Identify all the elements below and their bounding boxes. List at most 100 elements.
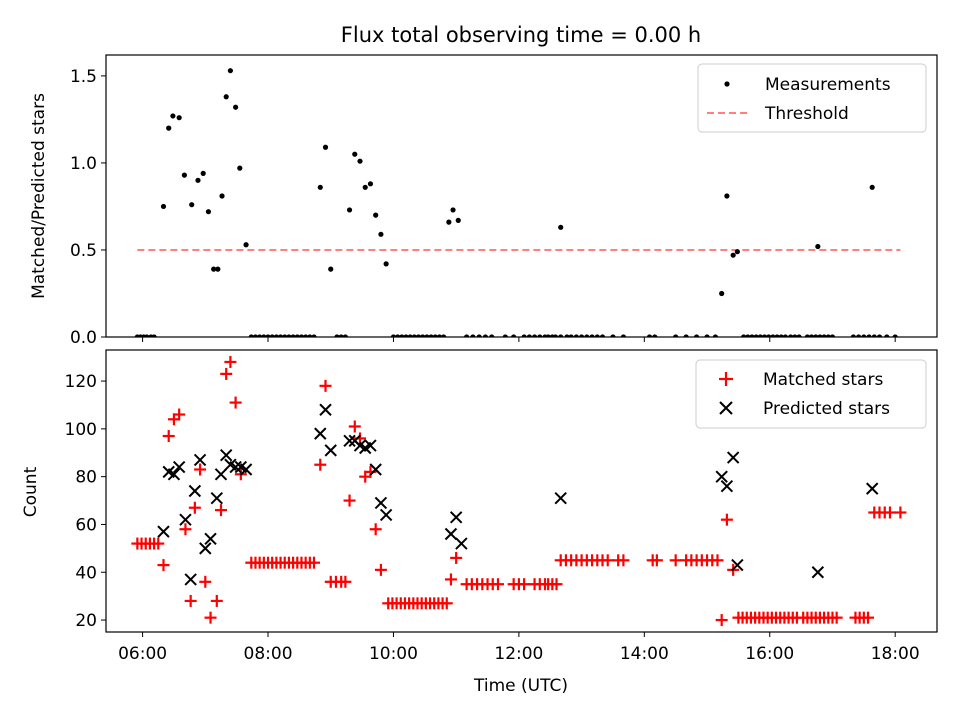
predicted-star-point (865, 482, 879, 495)
predicted-legend-label: Predicted stars (763, 399, 890, 419)
measurement-point (856, 334, 862, 337)
measurement-point (436, 334, 443, 337)
predicted-star-point (184, 573, 197, 586)
measurement-point (564, 334, 570, 337)
measurement-point (441, 334, 447, 337)
figure-title: Flux total observing time = 0.00 h (341, 23, 701, 47)
measurement-point (322, 144, 329, 150)
measurement-point (599, 334, 606, 337)
matched-star-point (184, 594, 197, 607)
measurement-point (455, 217, 461, 223)
measurements-legend-label: Measurements (765, 75, 891, 95)
predicted-star-stroke (554, 491, 567, 505)
x-axis-label: Time (UTC) (473, 676, 568, 696)
measurement-point (476, 334, 482, 337)
measurement-point (482, 334, 489, 337)
measurement-point (766, 334, 772, 337)
measurement-point (745, 334, 751, 337)
bottom-axes-frame (105, 349, 938, 633)
measurement-point (813, 334, 819, 337)
measurement-point (704, 334, 710, 337)
matched-star-point (883, 506, 896, 519)
measurement-point (450, 207, 456, 213)
measurement-point (257, 334, 263, 337)
counts-layer (131, 355, 907, 627)
top-axes-frame (105, 54, 938, 338)
predicted-star-point (199, 542, 212, 555)
measurement-point (778, 334, 784, 337)
bottom-x-tick-label: 12:00 (494, 644, 543, 664)
predicted-star-stroke (379, 508, 393, 522)
measurement-point (334, 334, 340, 337)
top-panel: 0.0 0.5 1.0 1.5 Matched/Predicted stars Mea… (29, 54, 938, 348)
matched-star-point (715, 614, 728, 627)
matched-star-point (601, 554, 614, 567)
predicted-star-point (811, 566, 825, 579)
measurement-point (294, 334, 300, 337)
predicted-star-point (188, 484, 202, 498)
matched-star-point (830, 611, 843, 624)
matched-star-point (550, 578, 563, 591)
measurement-point (815, 243, 821, 250)
bottom-panel: 20 40 60 80 100 120 06:00 08:00 10:00 12:00 14:00… (21, 349, 938, 696)
measurement-point (552, 334, 559, 337)
predicted-star-stroke (193, 453, 207, 467)
measurement-point (311, 334, 317, 337)
measurement-point (876, 334, 883, 337)
matched-star-point (319, 379, 332, 392)
top-y-tick-label: 0.5 (70, 241, 97, 261)
bottom-y-tick-label: 120 (65, 372, 97, 392)
measurement-point (761, 334, 768, 337)
matched-star-point (210, 594, 223, 607)
predicted-star-stroke (188, 484, 202, 498)
bottom-x-tick-label: 08:00 (244, 644, 293, 664)
measurement-point (367, 181, 374, 187)
matched-star-point (204, 611, 217, 624)
measurement-point (521, 334, 527, 337)
bottom-y-ticks: 20 40 60 80 100 120 (65, 372, 106, 631)
predicted-star-point (726, 451, 740, 464)
top-y-ticks: 0.0 0.5 1.0 1.5 (70, 67, 106, 348)
top-y-tick-label: 1.0 (70, 154, 97, 174)
measurement-point (205, 209, 212, 215)
matched-star-point (369, 523, 382, 536)
predicted-star-point (379, 508, 393, 522)
measurement-point (290, 334, 296, 337)
measurement-point (770, 334, 776, 337)
predicted-star-point (319, 403, 332, 416)
predicted-star-stroke (224, 458, 237, 471)
measurement-point (352, 151, 358, 157)
measurement-point (342, 334, 348, 337)
predicted-star-point (314, 427, 327, 440)
top-legend: Measurements Threshold (697, 63, 927, 133)
measurement-point (298, 334, 305, 337)
matched-legend-marker (719, 372, 733, 386)
measurement-point (749, 334, 755, 337)
measurement-point (373, 212, 379, 218)
bottom-y-tick-label: 100 (65, 420, 97, 440)
predicted-star-stroke (715, 470, 728, 483)
measurement-point (719, 290, 725, 297)
measurement-point (594, 334, 600, 337)
measurement-point (181, 172, 187, 178)
matched-star-point (314, 458, 327, 471)
measurement-point (568, 334, 574, 337)
top-legend-box (697, 63, 927, 133)
measurement-point (821, 334, 827, 337)
bottom-y-tick-label: 80 (75, 468, 97, 488)
predicted-star-stroke (364, 439, 377, 452)
bottom-x-tick-label: 18:00 (871, 644, 920, 664)
measurement-point (871, 334, 877, 337)
predicted-star-stroke (720, 480, 734, 493)
measurement-point (558, 334, 564, 337)
predicted-star-stroke (314, 427, 327, 440)
measurement-point (673, 334, 679, 337)
predicted-star-stroke (220, 448, 233, 462)
predicted-star-stroke (199, 542, 212, 555)
bottom-x-tick-label: 14:00 (620, 644, 669, 664)
predicted-star-stroke (865, 482, 879, 495)
measurement-point (273, 334, 279, 337)
measurement-point (884, 334, 890, 337)
measurement-point (170, 113, 176, 119)
